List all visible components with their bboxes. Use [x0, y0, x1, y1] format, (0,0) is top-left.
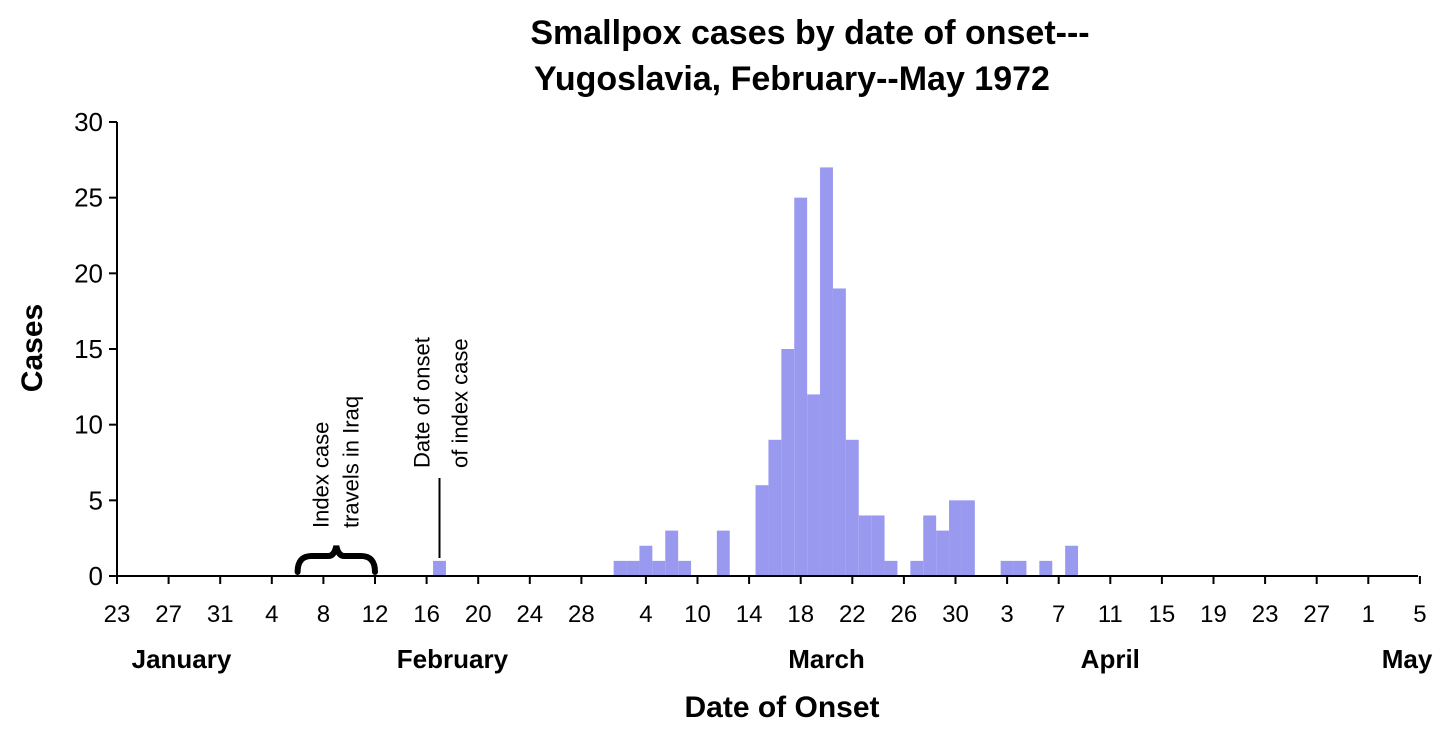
bar — [1013, 560, 1027, 576]
x-tick-label: 27 — [1303, 601, 1330, 628]
annotation-onset-line-2: of index case — [448, 338, 473, 468]
x-tick-label: 24 — [516, 601, 543, 628]
chart-title-line-1: Smallpox cases by date of onset--- — [530, 14, 1089, 52]
bar — [961, 500, 975, 576]
bar — [820, 167, 833, 576]
x-tick-label: 28 — [568, 601, 595, 628]
y-tick-label: 15 — [74, 334, 103, 364]
bar — [768, 439, 782, 576]
bar — [794, 197, 808, 576]
x-tick-label: 8 — [317, 601, 330, 628]
month-label: January — [132, 644, 232, 674]
bar — [1000, 560, 1014, 576]
annotation-travel-line-1: Index case — [308, 422, 333, 528]
bar — [433, 560, 446, 576]
x-axis-label: Date of Onset — [684, 691, 879, 724]
bar — [639, 545, 653, 576]
bar — [1039, 560, 1053, 576]
bar — [665, 530, 679, 576]
x-tick-label: 5 — [1413, 601, 1426, 628]
bar — [832, 288, 846, 576]
y-tick-label: 0 — [89, 561, 103, 591]
x-tick-label: 15 — [1149, 601, 1176, 628]
x-tick-label: 10 — [684, 601, 711, 628]
x-tick-label: 23 — [104, 601, 131, 628]
bar — [884, 560, 898, 576]
bar — [781, 349, 795, 576]
y-tick-label: 25 — [74, 183, 103, 213]
x-tick-label: 4 — [265, 601, 278, 628]
bar — [858, 515, 872, 576]
x-tick-label: 14 — [736, 601, 763, 628]
y-tick-label: 10 — [74, 410, 103, 440]
bar — [949, 500, 962, 576]
x-tick-label: 12 — [362, 601, 389, 628]
x-tick-label: 22 — [839, 601, 866, 628]
x-tick-label: 1 — [1362, 601, 1375, 628]
x-tick-label: 19 — [1200, 601, 1227, 628]
x-tick-label: 26 — [891, 601, 918, 628]
bar — [755, 485, 769, 576]
x-tick-label: 4 — [639, 601, 652, 628]
x-tick-label: 3 — [1000, 601, 1013, 628]
bar — [845, 439, 859, 576]
x-tick-label: 23 — [1252, 601, 1279, 628]
x-tick-label: 18 — [787, 601, 814, 628]
bar — [910, 560, 924, 576]
y-tick-label: 30 — [74, 107, 103, 137]
month-label: April — [1081, 644, 1140, 674]
bar — [923, 515, 937, 576]
bar — [807, 394, 821, 576]
month-label: May — [1382, 644, 1433, 674]
bar — [678, 560, 692, 576]
bar — [613, 560, 627, 576]
annotation-travel-line-2: travels in Iraq — [338, 396, 363, 528]
bar — [936, 530, 950, 576]
y-tick-label: 5 — [89, 485, 103, 515]
y-axis-label: Cases — [16, 304, 49, 392]
month-label: March — [788, 644, 865, 674]
month-label: February — [397, 644, 509, 674]
x-tick-label: 16 — [413, 601, 440, 628]
bar — [626, 560, 640, 576]
x-tick-label: 30 — [942, 601, 969, 628]
bar — [652, 560, 666, 576]
x-tick-label: 20 — [465, 601, 492, 628]
annotation-onset-line-1: Date of onset — [410, 337, 435, 468]
y-tick-label: 20 — [74, 258, 103, 288]
x-tick-label: 11 — [1098, 601, 1123, 628]
x-tick-label: 31 — [207, 601, 234, 628]
bar — [871, 515, 885, 576]
x-tick-label: 27 — [155, 601, 182, 628]
chart-title-line-2: Yugoslavia, February--May 1972 — [534, 60, 1050, 98]
bar — [716, 530, 730, 576]
travel-period-brace — [294, 545, 378, 575]
x-tick-label: 7 — [1052, 601, 1065, 628]
bar — [1065, 545, 1079, 576]
